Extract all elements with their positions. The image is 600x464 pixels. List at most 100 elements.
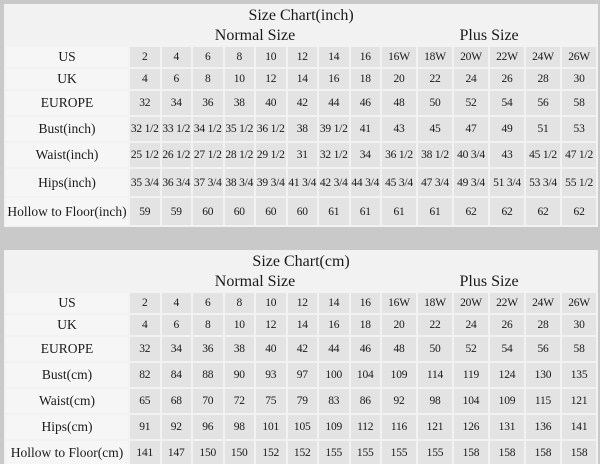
cell: 93 — [254, 361, 288, 389]
row-label: US — [4, 45, 130, 69]
cell: 104 — [452, 387, 490, 415]
cell: 60 — [285, 196, 319, 227]
cell: 4 — [128, 313, 162, 337]
cell: 51 — [524, 115, 562, 143]
cell: 38 1/2 — [416, 141, 454, 169]
cell: 119 — [452, 361, 490, 389]
cell: 136 — [524, 413, 562, 441]
cell: 30 — [559, 313, 599, 337]
corner-cell — [4, 25, 130, 47]
cell: 124 — [488, 361, 526, 389]
table-row: EUROPE 32 34 36 38 40 42 44 46 48 50 52 54 56 58 — [4, 89, 599, 117]
cell: 24W — [524, 291, 562, 315]
cell: 10 — [254, 291, 288, 315]
cell: 47 3/4 — [416, 167, 454, 198]
cell: 33 1/2 — [159, 115, 193, 143]
row-label: Hollow to Floor(inch) — [4, 196, 130, 227]
size-chart-cm-table: Size Chart(cm) Normal Size Plus Size US 2 4 6 8… — [3, 250, 599, 464]
table-row: Waist(cm) 65 68 70 72 75 79 83 86 92 98 104 109 115 12… — [4, 387, 599, 415]
cell: 135 — [559, 361, 599, 389]
cell: 2 — [128, 291, 162, 315]
cell: 58 — [559, 89, 599, 117]
cell: 26W — [559, 291, 599, 315]
cell: 121 — [559, 387, 599, 415]
cell: 16W — [380, 45, 418, 69]
cell: 155 — [317, 439, 351, 464]
row-label: US — [4, 291, 130, 315]
cell: 24W — [524, 45, 562, 69]
cell: 83 — [317, 387, 351, 415]
cell: 115 — [524, 387, 562, 415]
cell: 55 1/2 — [559, 167, 599, 198]
cell: 61 — [416, 196, 454, 227]
cell: 42 — [285, 89, 319, 117]
cell: 114 — [416, 361, 454, 389]
cell: 39 1/2 — [317, 115, 351, 143]
cell: 14 — [317, 291, 351, 315]
cell: 6 — [191, 45, 225, 69]
cell: 34 — [348, 141, 382, 169]
cell: 24 — [452, 67, 490, 91]
cell: 152 — [285, 439, 319, 464]
cell: 98 — [416, 387, 454, 415]
cell: 97 — [285, 361, 319, 389]
cell: 28 — [524, 67, 562, 91]
cell: 147 — [159, 439, 193, 464]
cell: 53 3/4 — [524, 167, 562, 198]
cell: 27 1/2 — [191, 141, 225, 169]
row-label: EUROPE — [4, 89, 130, 117]
row-label: EUROPE — [4, 335, 130, 363]
cell: 22W — [488, 45, 526, 69]
cell: 34 1/2 — [191, 115, 225, 143]
row-label: Hips(cm) — [4, 413, 130, 441]
table-row: Bust(inch) 32 1/2 33 1/2 34 1/2 35 1/2 36 1/2… — [4, 115, 599, 143]
cell: 20 — [380, 313, 418, 337]
cell: 20W — [452, 291, 490, 315]
cell: 22 — [416, 313, 454, 337]
cell: 155 — [380, 439, 418, 464]
cell: 26W — [559, 45, 599, 69]
cell: 84 — [159, 361, 193, 389]
cell: 20W — [452, 45, 490, 69]
cell: 72 — [222, 387, 256, 415]
cell: 12 — [285, 45, 319, 69]
cell: 70 — [191, 387, 225, 415]
cell: 130 — [524, 361, 562, 389]
cell: 52 — [452, 335, 490, 363]
cell: 47 1/2 — [559, 141, 599, 169]
cell: 10 — [222, 67, 256, 91]
table-title: Size Chart(cm) — [3, 250, 599, 273]
cell: 6 — [159, 67, 193, 91]
cell: 65 — [128, 387, 162, 415]
cell: 141 — [128, 439, 162, 464]
normal-size-header: Normal Size — [128, 25, 382, 47]
cell: 16 — [317, 313, 351, 337]
cell: 8 — [222, 291, 256, 315]
cell: 16 — [348, 291, 382, 315]
cell: 62 — [559, 196, 599, 227]
cell: 50 — [416, 89, 454, 117]
cell: 38 — [222, 335, 256, 363]
cell: 30 — [559, 67, 599, 91]
table-row: Hips(cm) 91 92 96 98 101 105 109 112 116 121 126 131… — [4, 413, 599, 441]
cell: 75 — [254, 387, 288, 415]
cell: 100 — [317, 361, 351, 389]
cell: 46 — [348, 89, 382, 117]
cell: 26 — [488, 67, 526, 91]
cell: 34 — [159, 335, 193, 363]
cell: 158 — [559, 439, 599, 464]
cell: 60 — [222, 196, 256, 227]
cell: 56 — [524, 335, 562, 363]
cell: 24 — [452, 313, 490, 337]
row-label: Waist(inch) — [4, 141, 130, 169]
table-divider — [4, 227, 596, 250]
cell: 42 — [285, 335, 319, 363]
cell: 79 — [285, 387, 319, 415]
cell: 40 — [254, 89, 288, 117]
cell: 34 — [159, 89, 193, 117]
table-row: Waist(inch) 25 1/2 26 1/2 27 1/2 28 1/2 29 1/… — [4, 141, 599, 169]
cell: 14 — [285, 313, 319, 337]
cell: 12 — [285, 291, 319, 315]
cell: 26 1/2 — [159, 141, 193, 169]
table-row: Hollow to Floor(inch) 59 59 60 60 60 60 61 61 61 6… — [4, 196, 599, 227]
